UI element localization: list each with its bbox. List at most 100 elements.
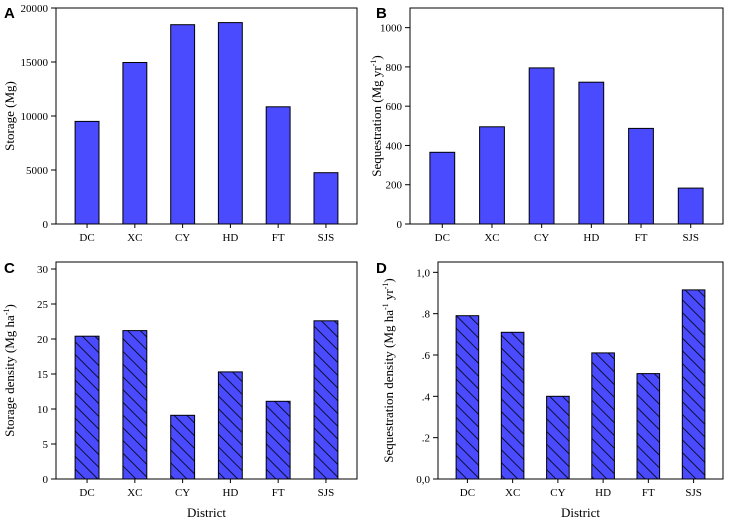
category-label: HD — [595, 487, 611, 499]
category-label: FT — [272, 487, 285, 499]
y-tick-label: 0 — [43, 219, 49, 231]
category-label: XC — [127, 232, 142, 244]
plot-frame — [55, 7, 358, 225]
category-label: CY — [534, 232, 549, 244]
y-tick-label: 20000 — [21, 3, 49, 15]
y-tick-label: 400 — [386, 140, 403, 152]
y-tick-label: 30 — [37, 264, 49, 276]
x-axis-title: District — [561, 505, 600, 520]
bar-ft — [265, 106, 291, 225]
panel-letter: D — [376, 260, 387, 277]
category-label: DC — [435, 232, 450, 244]
bar-dc — [74, 120, 100, 225]
category-label: SJS — [318, 487, 335, 499]
y-axis-title-text-end: ) — [2, 304, 17, 308]
panel-b: B DC XC CY HD FT SJS 0 200 400 600 800 1000 Sequestra… — [369, 5, 724, 244]
category-label: HD — [583, 232, 599, 244]
panel-c: C DC XC CY HD FT SJS 0 5 10 15 20 25 30 Storage densit… — [2, 260, 358, 520]
y-axis-title: Sequestration density (Mg ha-1 yr-1) — [381, 278, 396, 463]
y-tick-label: 0,0 — [416, 474, 430, 486]
x-axis-title: District — [187, 505, 226, 520]
category-label: HD — [222, 487, 238, 499]
y-axis-title-text-end: ) — [369, 55, 384, 59]
y-axis-title-text: Sequestration density (Mg ha — [381, 310, 396, 463]
bar-sjs — [681, 289, 706, 480]
bar-ft — [265, 400, 291, 480]
y-axis-title-text: Sequestration (Mg yr — [369, 66, 384, 177]
y-axis-title-text: Storage density (Mg ha — [2, 315, 17, 437]
y-axis-title-superscript: -1 — [381, 303, 390, 310]
y-tick-label: 800 — [386, 62, 403, 74]
y-tick-label: 1,0 — [416, 267, 430, 279]
y-axis-title-text-end: ) — [381, 278, 396, 282]
y-tick-label: 15 — [37, 369, 49, 381]
bar-ft — [636, 373, 661, 480]
bar-sjs — [677, 187, 704, 225]
category-label: CY — [175, 232, 190, 244]
bar-xc — [122, 62, 148, 225]
category-label: FT — [635, 232, 648, 244]
category-label: SJS — [682, 232, 699, 244]
y-tick-label: 10000 — [21, 111, 49, 123]
plot-frame — [437, 261, 724, 480]
y-tick-label: 15000 — [21, 57, 49, 69]
category-label: SJS — [685, 487, 702, 499]
panel-letter: A — [4, 5, 15, 22]
y-axis-title: Storage density (Mg ha-1) — [2, 304, 17, 437]
category-label: FT — [272, 232, 285, 244]
panel-a: A DC XC CY HD FT SJS 0 5000 10000 15000 20000 Storag… — [2, 3, 358, 244]
category-label: DC — [460, 487, 475, 499]
category-label: HD — [222, 232, 238, 244]
category-label: XC — [484, 232, 499, 244]
y-tick-label: 5000 — [26, 165, 49, 177]
y-axis-title-text-mid: yr — [381, 289, 396, 304]
bar-sjs — [313, 172, 339, 225]
plot-frame — [55, 261, 358, 480]
y-tick-label: .4 — [422, 391, 431, 403]
y-tick-label: 600 — [386, 101, 403, 113]
bar-hd — [217, 22, 243, 225]
category-label: DC — [79, 232, 94, 244]
y-tick-label: .6 — [422, 350, 431, 362]
y-tick-label: 20 — [37, 334, 49, 346]
panel-letter: B — [376, 5, 387, 22]
y-tick-label: 25 — [37, 299, 49, 311]
category-label: CY — [550, 487, 565, 499]
category-label: DC — [79, 487, 94, 499]
bar-xc — [122, 330, 148, 480]
y-axis-title-superscript: -1 — [369, 60, 378, 67]
y-tick-label: 5 — [43, 439, 49, 451]
category-label: SJS — [318, 232, 335, 244]
bar-cy — [528, 67, 555, 225]
y-axis-title-superscript: -1 — [381, 283, 390, 290]
y-axis-title: Storage (Mg) — [2, 81, 17, 151]
y-axis-title-superscript: -1 — [2, 309, 11, 316]
y-tick-label: 0 — [43, 474, 49, 486]
category-label: XC — [127, 487, 142, 499]
y-tick-label: .8 — [422, 309, 431, 321]
bar-sjs — [313, 320, 339, 480]
panel-letter: C — [4, 260, 15, 277]
bar-dc — [74, 335, 100, 480]
plot-frame — [409, 7, 724, 225]
y-tick-label: 200 — [386, 180, 403, 192]
y-axis-title-text: Storage (Mg) — [2, 81, 17, 151]
bar-cy — [546, 395, 570, 480]
bar-cy — [170, 24, 196, 225]
bar-hd — [217, 371, 243, 480]
y-axis-title: Sequestration (Mg yr-1) — [369, 55, 384, 177]
y-tick-label: 0 — [397, 219, 403, 231]
bar-xc — [500, 331, 525, 480]
y-tick-label: 1000 — [380, 23, 403, 35]
bar-cy — [170, 414, 196, 480]
y-tick-label: 10 — [37, 404, 49, 416]
panel-d: D DC XC CY HD FT SJS 0,0 .2 .4 .6 .8 1,0 Sequestratio… — [376, 260, 724, 520]
bar-dc — [455, 315, 480, 480]
category-label: CY — [175, 487, 190, 499]
bar-xc — [479, 126, 505, 225]
category-label: FT — [642, 487, 655, 499]
bar-ft — [628, 127, 654, 225]
bar-hd — [591, 352, 615, 480]
category-label: XC — [505, 487, 520, 499]
